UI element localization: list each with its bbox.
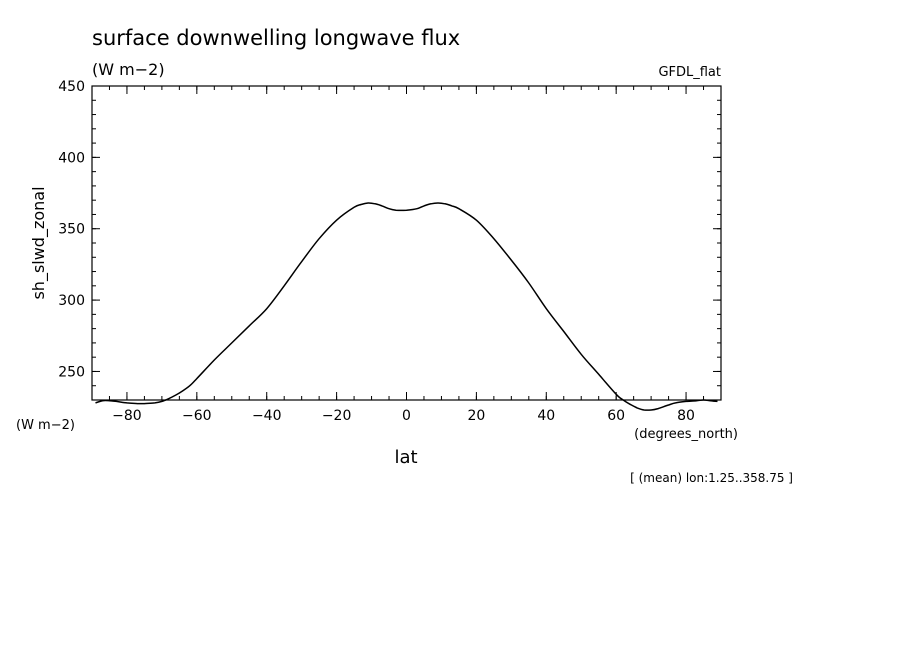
x-tick-label: −40: [252, 408, 282, 424]
x-tick-label: 80: [677, 408, 695, 424]
tick-labels: −80 −60 −40 −20 0 20 40 60 80 250 300 350 400 450: [58, 79, 695, 424]
chart-title: surface downwelling longwave flux: [92, 26, 460, 50]
y-tick-label: 400: [58, 150, 85, 166]
x-tick-label: −80: [112, 408, 142, 424]
y-tick-label: 450: [58, 79, 85, 95]
y-tick-label: 300: [58, 293, 85, 309]
x-tick-label: −20: [322, 408, 352, 424]
dataset-label: GFDL_flat: [658, 65, 721, 80]
x-axis-label: lat: [394, 447, 417, 468]
series-line: [95, 202, 718, 411]
plot-frame: [91, 85, 722, 401]
y-tick-label: 350: [58, 222, 85, 238]
y-tick-label: 250: [58, 364, 85, 380]
x-tick-label: 60: [607, 408, 625, 424]
footnote: [ (mean) lon:1.25..358.75 ]: [630, 471, 793, 485]
x-tick-label: −60: [182, 408, 212, 424]
y-units-label: (W m−2): [16, 418, 75, 433]
y-axis-label: sh_slwd_zonal: [29, 186, 49, 299]
x-tick-label: 0: [402, 408, 411, 424]
x-units-label: (degrees_north): [634, 427, 738, 442]
x-tick-label: 40: [537, 408, 555, 424]
chart-units: (W m−2): [92, 60, 165, 79]
x-tick-label: 20: [467, 408, 485, 424]
ticks: [91, 85, 722, 401]
